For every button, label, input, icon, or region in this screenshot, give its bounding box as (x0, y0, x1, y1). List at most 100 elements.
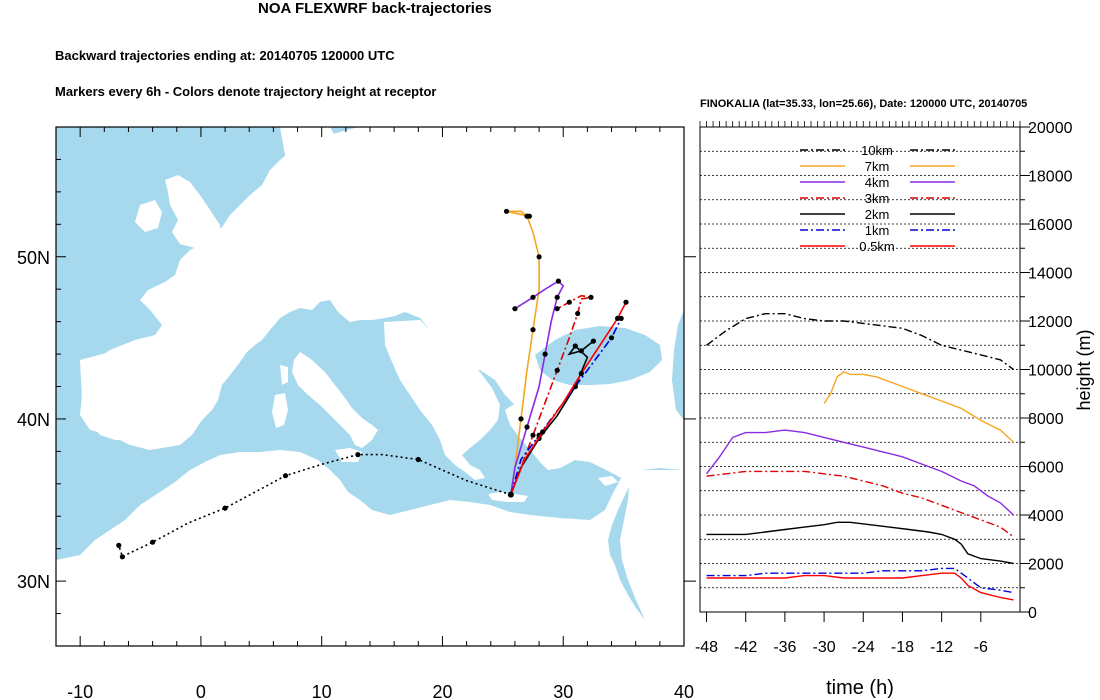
trajectory-marker (536, 254, 542, 260)
trajectory-marker (623, 299, 629, 305)
ts-y-tick-label: 10000 (1028, 363, 1073, 380)
trajectory-marker (554, 306, 560, 312)
trajectory-marker (542, 351, 548, 357)
trajectory-map: -10 0 10 20 30 40 30N 40N 50N (17, 126, 696, 700)
land-cyprus (598, 476, 618, 486)
land-sardinia (272, 393, 288, 428)
trajectory-marker (578, 370, 584, 377)
trajectory-4km (510, 280, 565, 495)
trajectory-marker (222, 505, 228, 511)
trajectory-marker (116, 542, 122, 549)
ts-y-tick-label: 16000 (1028, 217, 1073, 234)
trajectory-marker (555, 278, 562, 284)
ts-series-line-3km (706, 470, 1014, 538)
ts-series-line-0.5km (706, 572, 1014, 601)
trajectory-10km (118, 453, 512, 558)
ts-xlabel: time (h) (826, 677, 894, 699)
map-x-tick-label: 0 (196, 682, 206, 700)
trajectory-marker (615, 315, 621, 321)
ts-axes: -48 -42 -36 -30 -24 -18 -12 -602000400060008000… (695, 120, 1073, 656)
land-italy (292, 352, 378, 448)
legend-label: 3km (865, 191, 890, 206)
trajectory-marker (608, 335, 615, 341)
trajectory-marker (526, 213, 533, 219)
land-corsica (280, 365, 288, 385)
ts-gridlines (700, 150, 1020, 589)
ts-y-tick-label: 14000 (1028, 266, 1073, 283)
trajectory-marker (618, 315, 624, 321)
legend-label: 10km (861, 143, 893, 158)
land-levant (620, 470, 684, 646)
ts-y-tick-label: 0 (1028, 605, 1037, 622)
chart-subtitle-markers: Markers every 6h - Colors denote traject… (55, 84, 437, 99)
map-y-tick-label: 50N (17, 248, 50, 268)
land-ireland (135, 200, 162, 232)
ts-series-line-4km (705, 429, 1014, 516)
trajectory-marker (415, 456, 421, 463)
land-turkey (505, 388, 684, 480)
ts-series-line-10km (706, 313, 1014, 371)
ts-y-tick-label: 20000 (1028, 120, 1073, 137)
trajectory-marker (590, 338, 597, 344)
trajectory-marker (524, 424, 530, 430)
ts-y-tick-label: 2000 (1028, 557, 1064, 574)
land-scandinavia (280, 127, 340, 172)
ts-x-tick-label: -36 (773, 639, 796, 656)
trajectory-marker (512, 306, 518, 312)
legend-label: 2km (865, 207, 890, 222)
trajectory-marker (566, 299, 572, 305)
sea-caspian (672, 310, 684, 420)
map-x-tick-label: 40 (674, 682, 694, 700)
ts-y-tick-label: 4000 (1028, 508, 1064, 525)
map-x-tick-label: 20 (432, 682, 452, 700)
map-axes: -10 0 10 20 30 40 30N 40N 50N (17, 126, 696, 700)
map-y-tick-label: 30N (17, 572, 50, 592)
ts-x-tick-label: -30 (813, 639, 836, 656)
map-x-tick-label: -10 (67, 682, 93, 700)
legend-label: 7km (865, 159, 890, 174)
trajectory-marker (554, 367, 560, 373)
trajectory-marker (150, 539, 156, 545)
ts-y-tick-label: 18000 (1028, 169, 1073, 186)
map-x-tick-label: 30 (553, 682, 573, 700)
ts-y-tick-label: 8000 (1028, 411, 1064, 428)
trajectory-0.5km (510, 301, 627, 495)
ts-x-tick-label: -6 (974, 639, 988, 656)
ts-series (705, 313, 1014, 601)
trajectory-marker (282, 473, 289, 479)
ts-ylabel: height (m) (1074, 329, 1094, 410)
ts-y-tick-label: 6000 (1028, 460, 1064, 477)
trajectory-marker (588, 294, 594, 300)
trajectory-marker (554, 294, 560, 300)
chart-subtitle-end-time: Backward trajectories ending at: 2014070… (55, 48, 395, 63)
land-africa (56, 450, 665, 646)
trajectory-marker (578, 348, 584, 354)
receptor-marker (507, 491, 514, 498)
legend-label: 0.5km (859, 239, 894, 254)
map-y-tick-label: 40N (17, 410, 50, 430)
ts-x-tick-label: -18 (891, 639, 914, 656)
legend-label: 4km (865, 175, 890, 190)
trajectory-marker (355, 452, 361, 458)
land-iberia (80, 338, 185, 440)
land-crete (488, 492, 528, 502)
trajectory-marker (518, 416, 524, 422)
ts-x-tick-label: -12 (930, 639, 953, 656)
ts-x-tick-label: -42 (734, 639, 757, 656)
trajectory-3km (510, 294, 592, 495)
ts-x-tick-label: -24 (852, 639, 875, 656)
trajectory-marker (530, 294, 536, 300)
trajectory-marker (530, 327, 536, 333)
ts-series-line-2km (706, 521, 1014, 565)
legend-label: 1km (865, 223, 890, 238)
trajectory-marker (530, 432, 536, 438)
trajectory-marker (503, 208, 510, 214)
ts-series-line-1km (706, 567, 1014, 594)
trajectory-marker (575, 310, 581, 317)
map-trajectories (116, 208, 629, 560)
trajectory-marker (119, 554, 125, 560)
ts-series-line-7km (823, 371, 1014, 443)
map-x-tick-label: 10 (312, 682, 332, 700)
trajectory-7km (506, 210, 540, 495)
